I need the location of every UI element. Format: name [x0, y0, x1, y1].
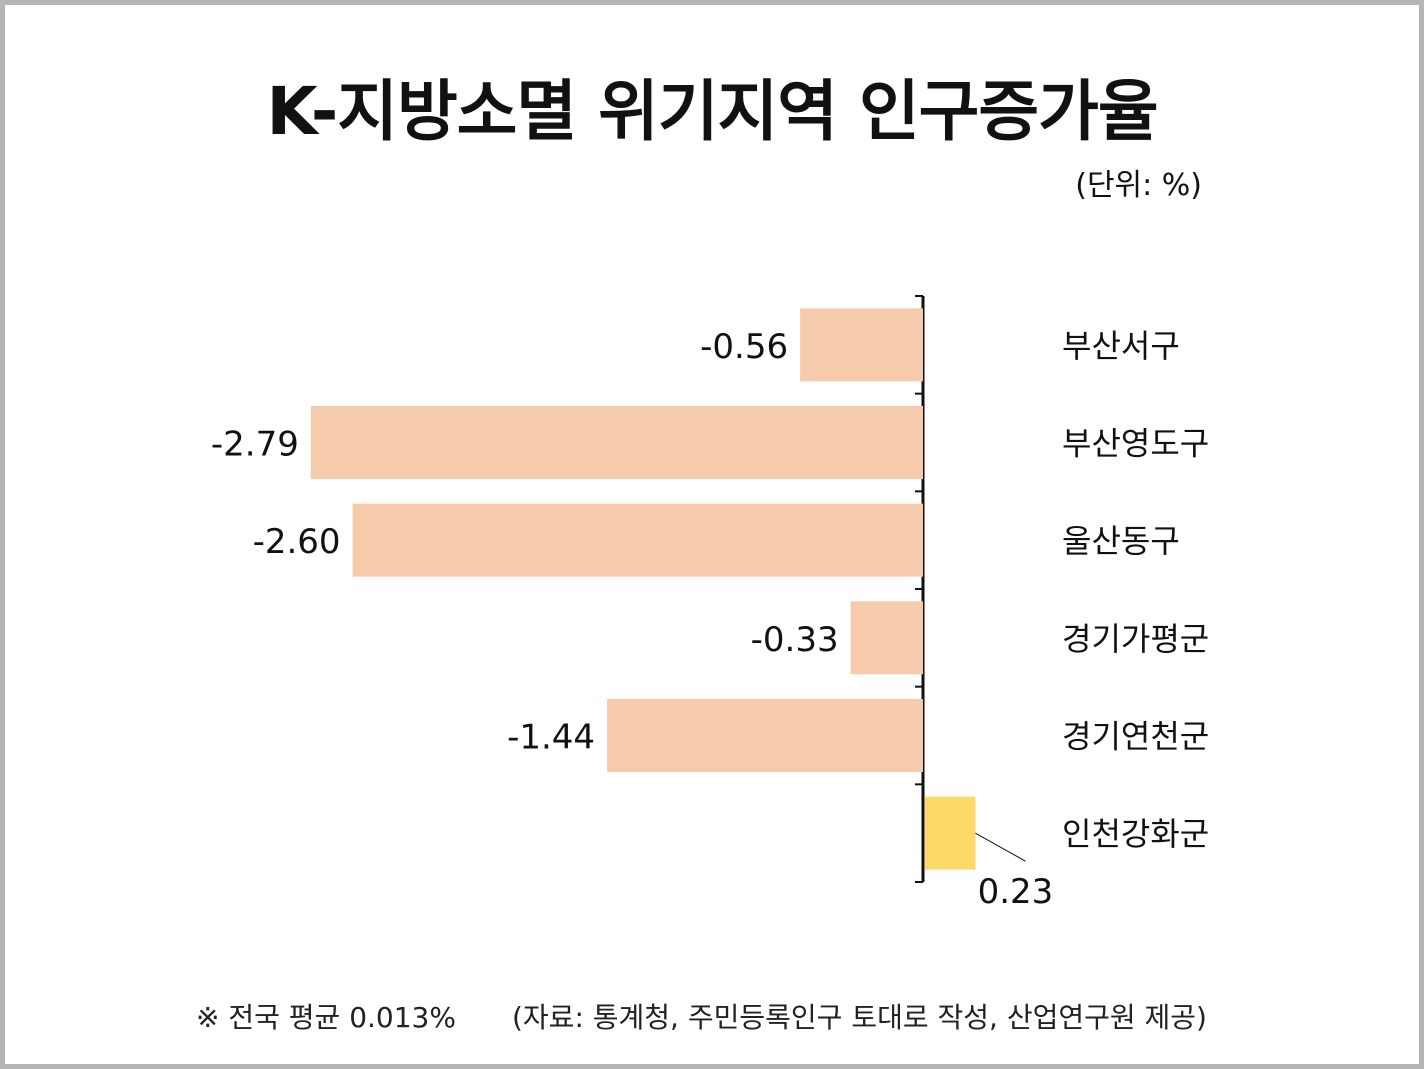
category-label: 울산동구 — [1062, 522, 1180, 560]
data-label: -2.79 — [211, 425, 299, 465]
leader-line — [975, 832, 1026, 862]
unit-label: (단위: %) — [1075, 168, 1202, 203]
bar-6 — [925, 796, 976, 870]
data-label: -0.56 — [700, 327, 788, 367]
bar-1 — [800, 308, 923, 382]
data-label: -1.44 — [507, 718, 595, 758]
category-label: 경기연천군 — [1062, 718, 1209, 756]
bar-2 — [310, 406, 923, 479]
category-label: 경기가평군 — [1062, 620, 1209, 658]
bar-3 — [352, 503, 923, 577]
category-label: 인천강화군 — [1062, 815, 1209, 853]
source-note: (자료: 통계청, 주민등록인구 토대로 작성, 산업연구원 제공) — [512, 1001, 1207, 1034]
data-label: -0.33 — [751, 620, 839, 660]
chart-title: K-지방소멸 위기지역 인구증가율 — [266, 73, 1158, 150]
category-label: 부산영도구 — [1062, 425, 1209, 463]
data-label: 0.23 — [978, 872, 1054, 912]
data-label: -2.60 — [253, 522, 341, 562]
bar-4 — [850, 601, 923, 675]
category-label: 부산서구 — [1062, 327, 1180, 365]
footnote-average: ※ 전국 평균 0.013% — [196, 1001, 456, 1034]
bar-5 — [607, 699, 923, 772]
